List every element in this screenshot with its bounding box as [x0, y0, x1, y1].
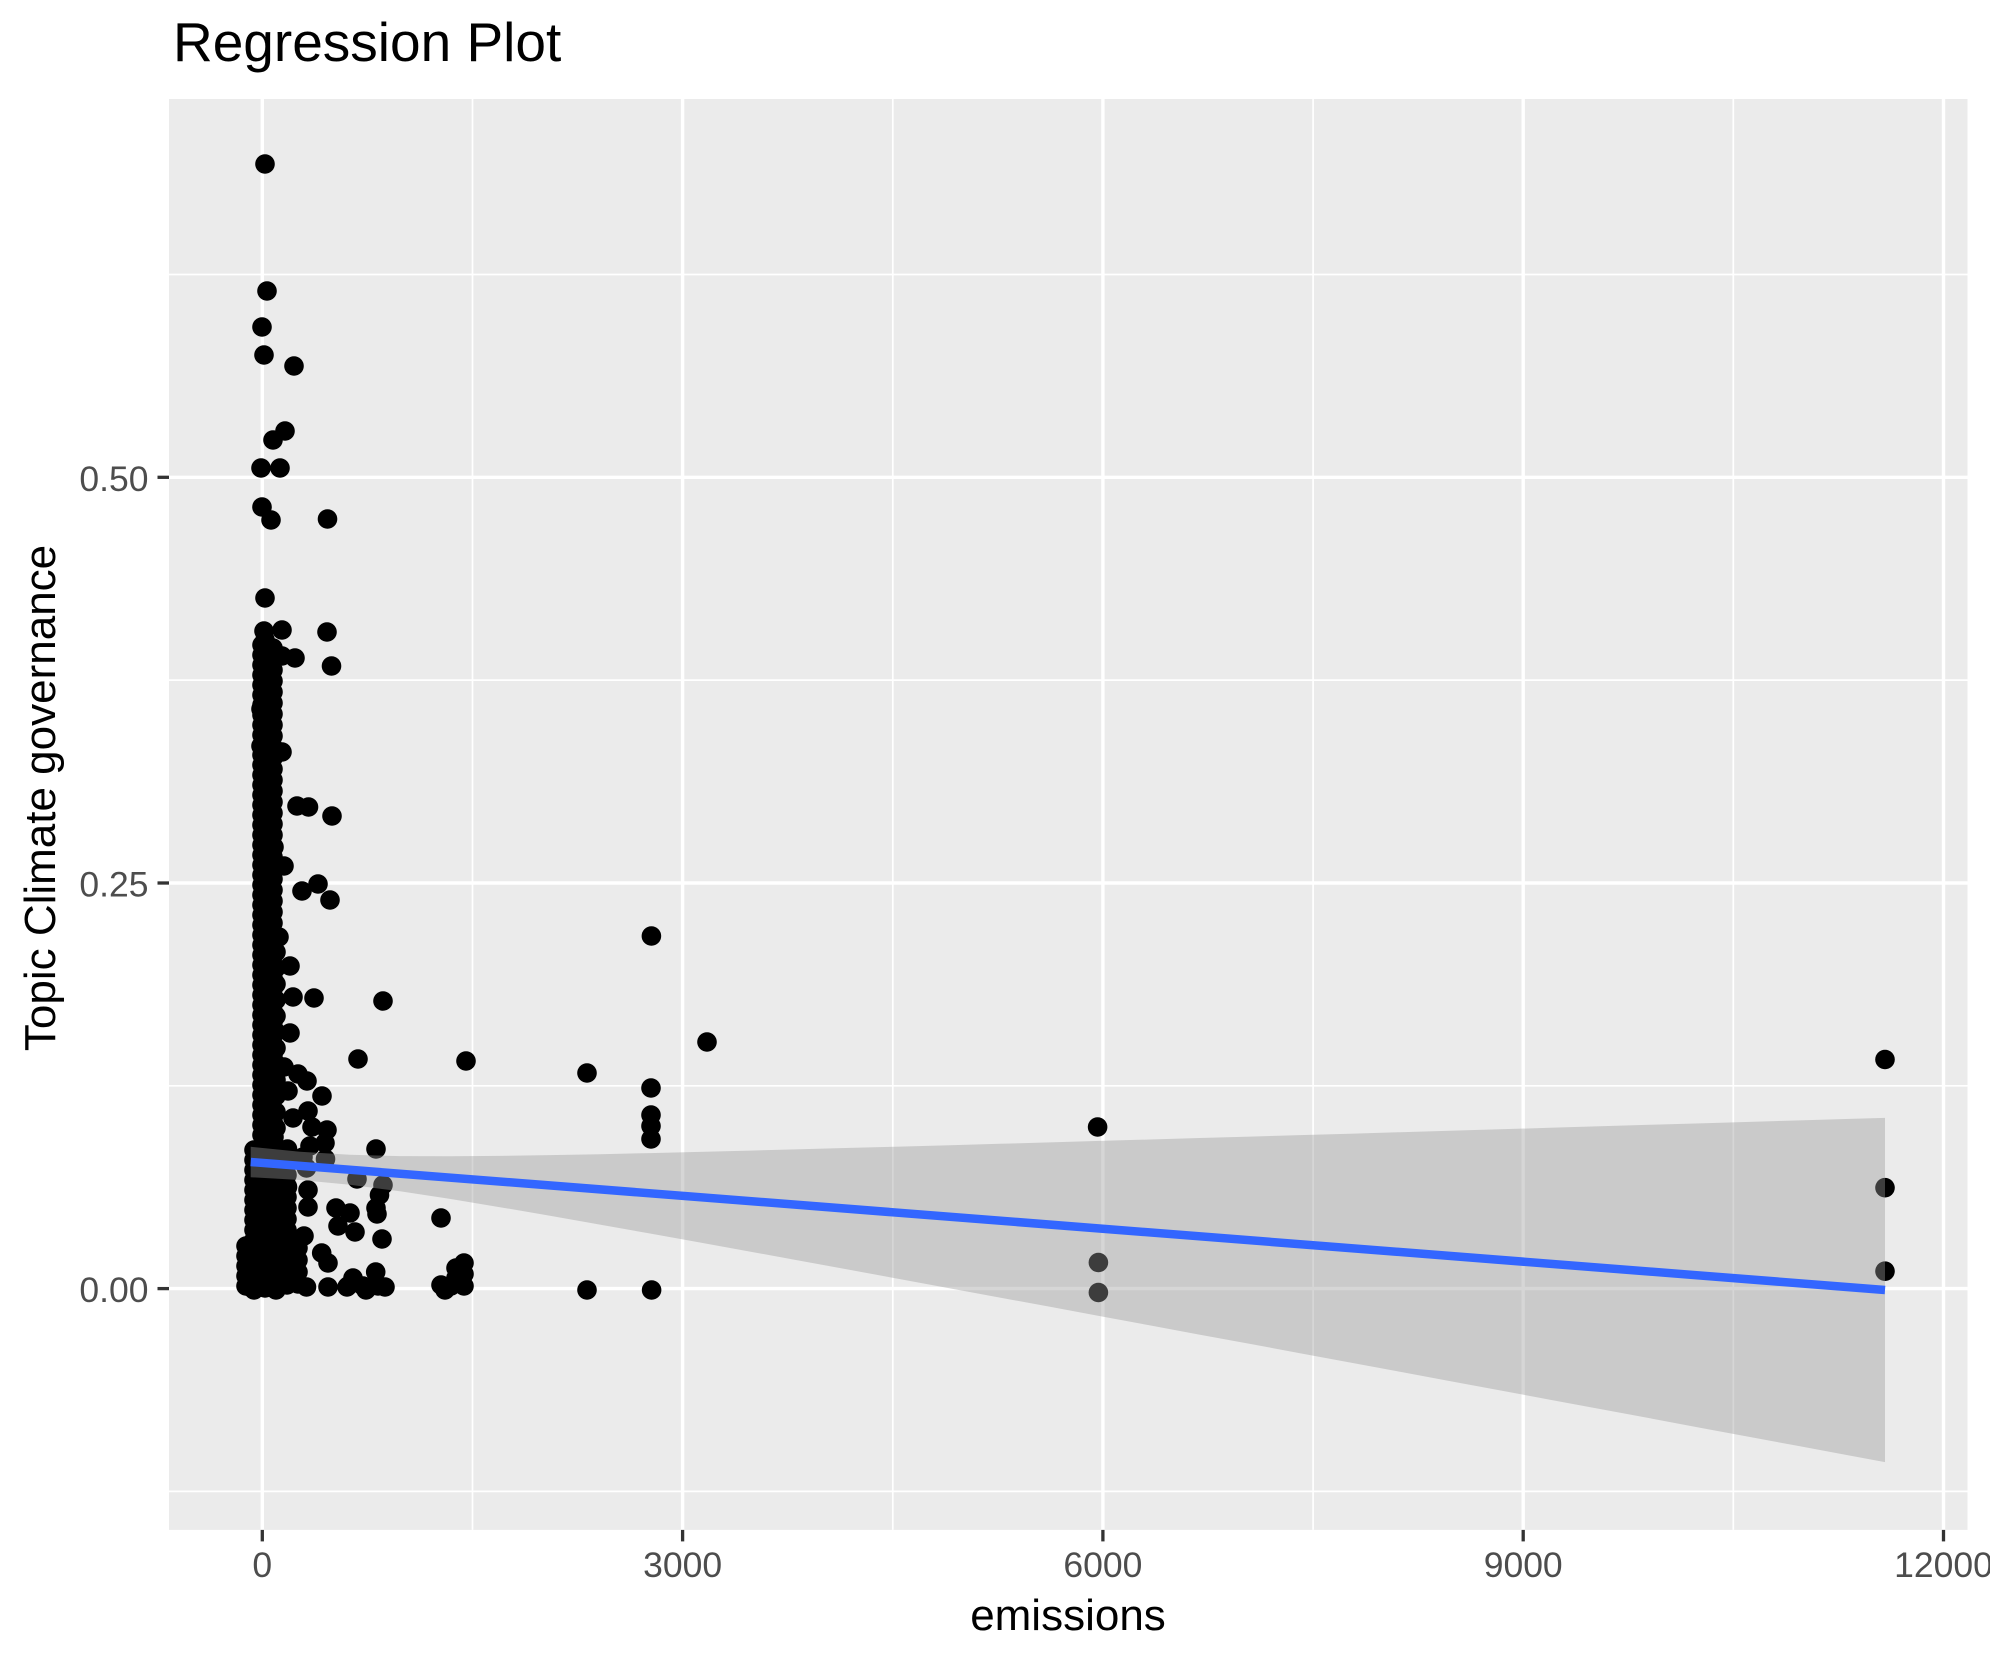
- svg-text:9000: 9000: [1484, 1545, 1563, 1585]
- svg-text:6000: 6000: [1063, 1545, 1142, 1585]
- svg-text:0.25: 0.25: [79, 865, 148, 905]
- svg-text:Topic Climate governance: Topic Climate governance: [16, 545, 65, 1051]
- svg-text:0.50: 0.50: [79, 459, 148, 499]
- svg-text:emissions: emissions: [970, 1591, 1166, 1640]
- svg-text:12000: 12000: [1894, 1545, 1990, 1585]
- svg-text:0.00: 0.00: [79, 1270, 148, 1310]
- svg-text:0: 0: [252, 1545, 272, 1585]
- svg-text:3000: 3000: [643, 1545, 722, 1585]
- svg-text:Regression Plot: Regression Plot: [173, 11, 561, 73]
